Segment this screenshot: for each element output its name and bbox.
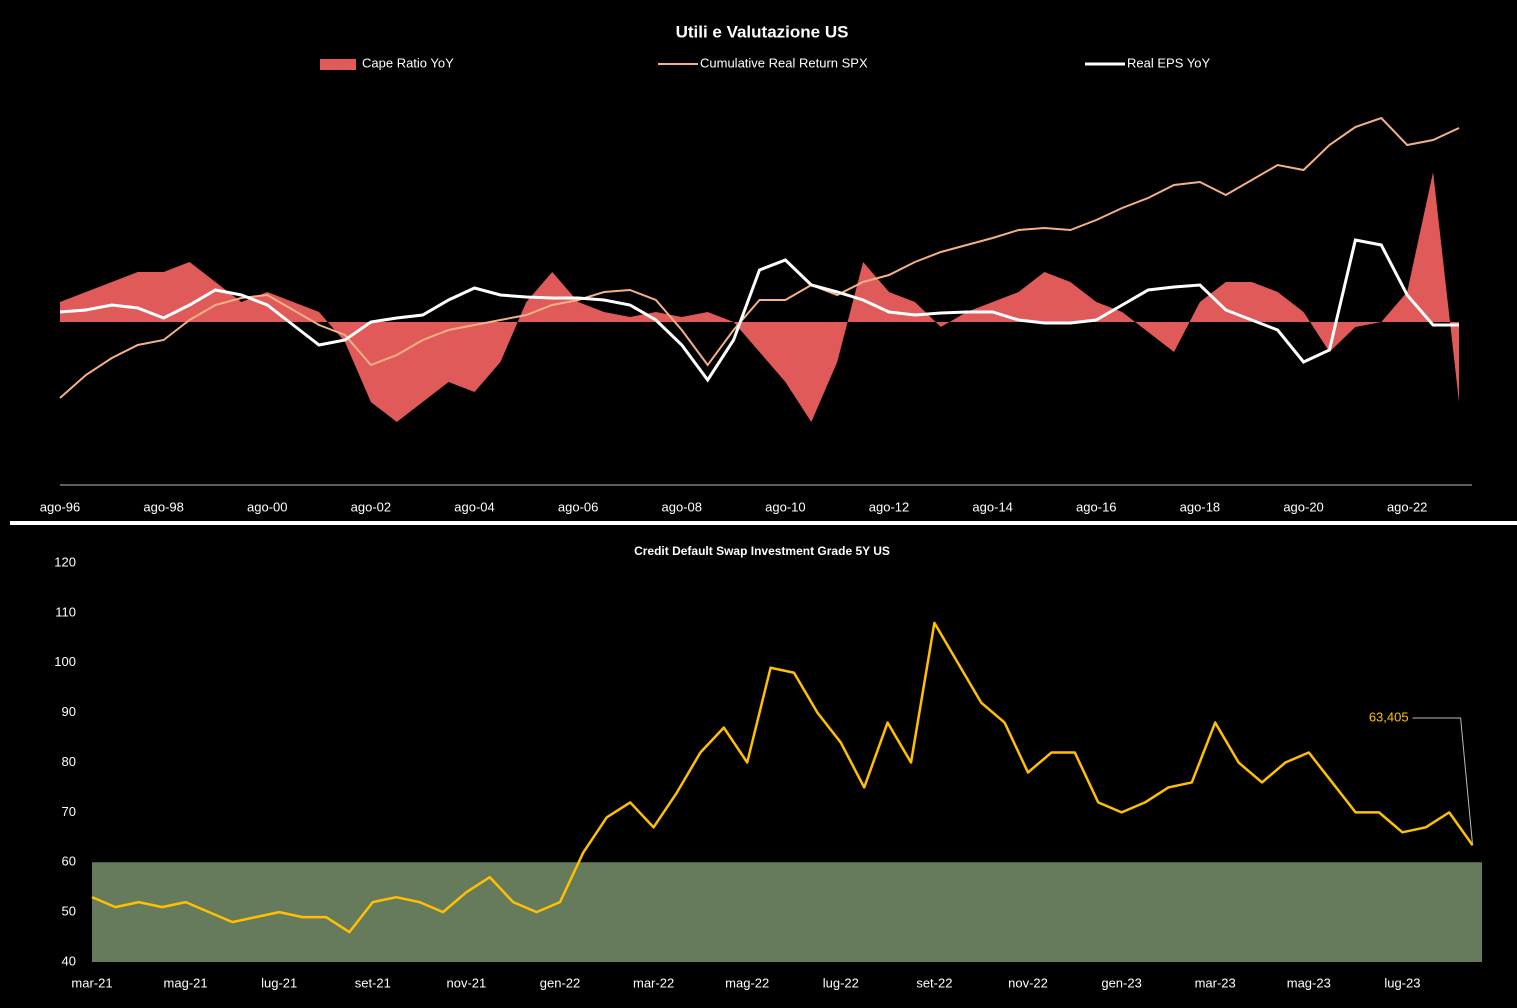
x-tick-label: ago-14 [972,499,1012,514]
x-tick-label: ago-08 [662,499,702,514]
x-tick-label: ago-16 [1076,499,1116,514]
series-line [59,116,1460,399]
x-tick-label: nov-22 [1008,975,1048,990]
x-tick-label: mar-21 [71,975,112,990]
chart-title: Utili e Valutazione US [676,22,849,41]
y-tick-label: 90 [62,704,76,719]
x-tick-label: lug-21 [261,975,297,990]
x-tick-label: ago-98 [143,499,183,514]
x-tick-label: ago-96 [40,499,80,514]
y-tick-label: 40 [62,953,76,968]
x-tick-label: set-22 [916,975,952,990]
legend-label: Cumulative Real Return SPX [700,55,868,70]
x-tick-label: ago-20 [1283,499,1323,514]
y-tick-label: 120 [54,554,76,569]
x-tick-label: ago-18 [1180,499,1220,514]
x-tick-label: mag-23 [1287,975,1331,990]
x-tick-label: gen-22 [540,975,580,990]
x-tick-label: ago-10 [765,499,805,514]
legend-label: Cape Ratio YoY [362,55,454,70]
chart-title: Credit Default Swap Investment Grade 5Y … [634,544,890,558]
legend-label: Real EPS YoY [1127,55,1210,70]
x-tick-label: ago-00 [247,499,287,514]
series-line [59,238,1459,383]
series-line [91,621,1474,934]
y-tick-label: 60 [62,854,76,869]
x-tick-label: ago-04 [454,499,494,514]
x-tick-label: gen-23 [1101,975,1141,990]
x-tick-label: ago-22 [1387,499,1427,514]
legend-swatch [320,59,356,70]
leader-line [1412,717,1474,846]
x-tick-label: ago-06 [558,499,598,514]
x-tick-label: mar-23 [1195,975,1236,990]
y-tick-label: 50 [62,904,76,919]
y-tick-label: 100 [54,654,76,669]
x-tick-label: ago-02 [351,499,391,514]
x-tick-label: mag-22 [725,975,769,990]
y-tick-label: 80 [62,754,76,769]
x-tick-label: mag-21 [164,975,208,990]
cape-area [60,172,1459,422]
x-tick-label: set-21 [355,975,391,990]
separator [10,521,1517,525]
y-tick-label: 110 [55,604,76,619]
x-tick-label: lug-22 [823,975,859,990]
value-label: 63,405 [1369,709,1409,724]
x-tick-label: lug-23 [1384,975,1420,990]
x-tick-label: mar-22 [633,975,674,990]
shaded-band [92,862,1482,962]
x-tick-label: ago-12 [869,499,909,514]
x-tick-label: nov-21 [447,975,487,990]
y-tick-label: 70 [62,804,76,819]
